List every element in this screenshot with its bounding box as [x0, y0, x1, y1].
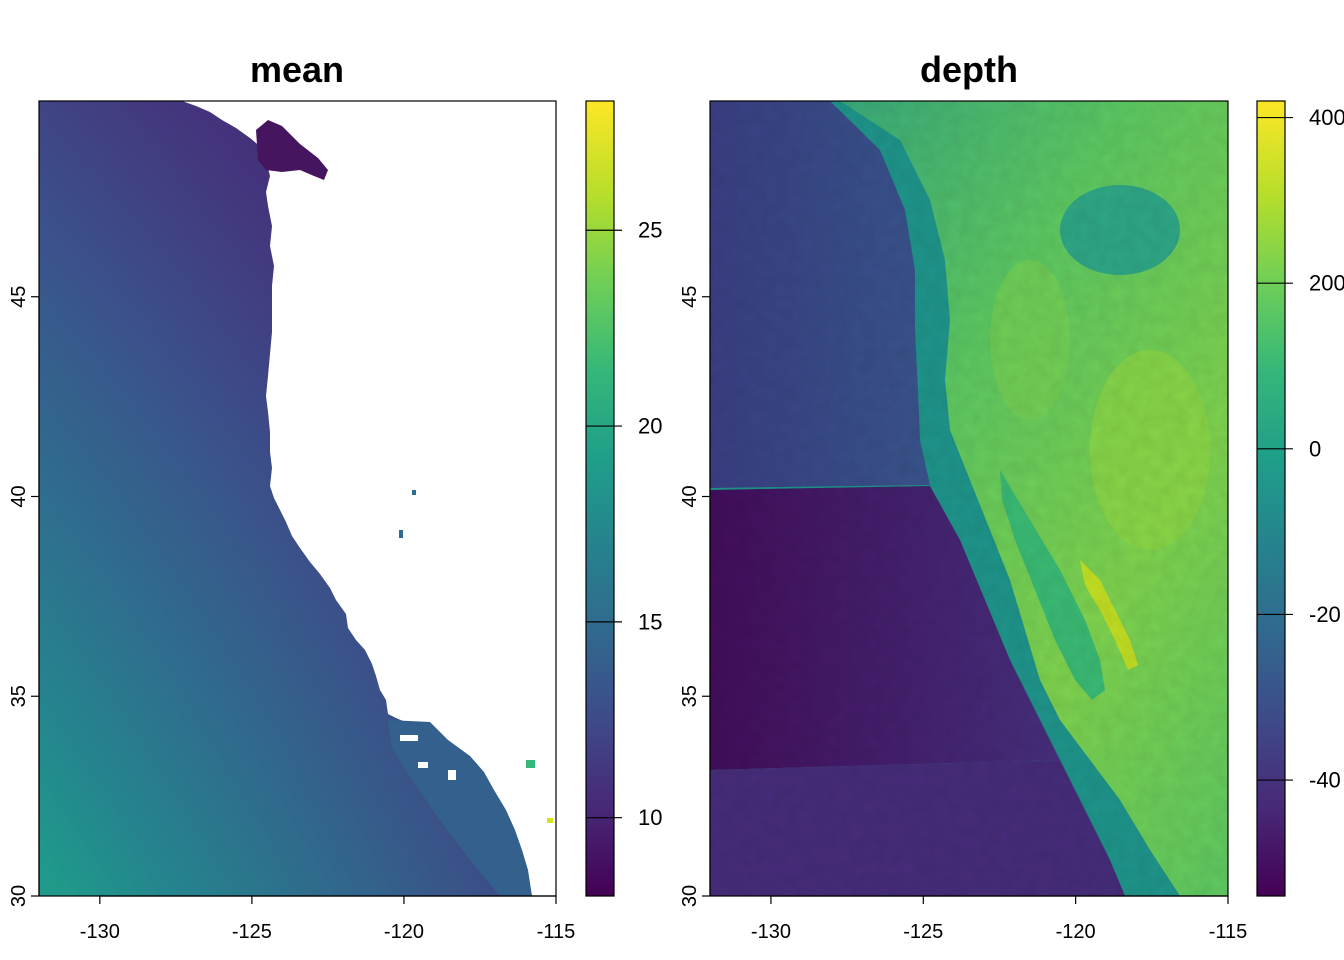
depth-y-tick-label: 40: [679, 485, 701, 507]
depth-x-axis: -130 -125 -120 -115: [751, 895, 1248, 943]
mean-y-tick-label: 35: [8, 685, 30, 707]
depth-x-tick-label: -120: [1056, 921, 1096, 943]
mean-island: [418, 762, 428, 768]
depth-raster: [710, 101, 1228, 896]
panel-depth: depth -130 -125 -120 -115 30 35 40 45: [679, 49, 1344, 943]
mean-land-mask: [182, 101, 556, 896]
mean-lake: [412, 490, 416, 495]
mean-legend: 10 15 20 25: [585, 100, 662, 897]
panel-title-depth: depth: [920, 49, 1018, 90]
depth-legend-tick-label: 400: [1309, 105, 1344, 130]
mean-island: [448, 770, 456, 780]
depth-legend-tick-label: -20: [1309, 602, 1341, 627]
mean-x-tick-label: -125: [232, 921, 272, 943]
depth-y-axis: 30 35 40 45: [679, 286, 711, 907]
mean-legend-tick-label: 25: [638, 218, 662, 243]
mean-legend-colorbar: [585, 100, 615, 897]
mean-legend-ticks: 10 15 20 25: [586, 218, 662, 830]
mean-x-tick-label: -115: [537, 921, 576, 943]
panel-title-mean: mean: [250, 49, 344, 90]
mean-y-tick-label: 30: [8, 885, 30, 907]
depth-x-tick-label: -125: [903, 921, 943, 943]
panel-mean: mean -130 -125 -120 -115 30 35 40 45: [8, 49, 662, 943]
depth-legend-tick-label: 0: [1309, 436, 1321, 461]
mean-legend-tick-label: 10: [638, 805, 662, 830]
mean-y-tick-label: 40: [8, 485, 30, 507]
depth-texture: [710, 101, 1228, 896]
mean-legend-tick-label: 20: [638, 414, 662, 439]
depth-legend-tick-label: 200: [1309, 271, 1344, 296]
mean-lake: [399, 530, 403, 538]
mean-strait: [256, 120, 328, 180]
mean-x-tick-label: -120: [384, 921, 424, 943]
mean-lake: [547, 818, 553, 823]
mean-lake: [526, 760, 535, 768]
depth-y-tick-label: 35: [679, 685, 701, 707]
mean-x-axis: -130 -125 -120 -115: [80, 895, 576, 943]
mean-island: [400, 735, 418, 741]
depth-legend-tick-label: -40: [1309, 768, 1341, 793]
depth-y-tick-label: 30: [679, 885, 701, 907]
depth-legend: -40 -20 0 200 400: [1256, 100, 1344, 897]
mean-y-tick-label: 45: [8, 286, 30, 308]
depth-legend-colorbar: [1256, 100, 1286, 897]
depth-y-tick-label: 45: [679, 286, 701, 308]
mean-y-axis: 30 35 40 45: [8, 286, 40, 907]
mean-raster: [39, 101, 556, 896]
mean-x-tick-label: -130: [80, 921, 120, 943]
depth-x-tick-label: -115: [1209, 921, 1248, 943]
mean-legend-tick-label: 15: [638, 609, 662, 634]
depth-x-tick-label: -130: [751, 921, 791, 943]
depth-legend-ticks: -40 -20 0 200 400: [1257, 105, 1344, 793]
